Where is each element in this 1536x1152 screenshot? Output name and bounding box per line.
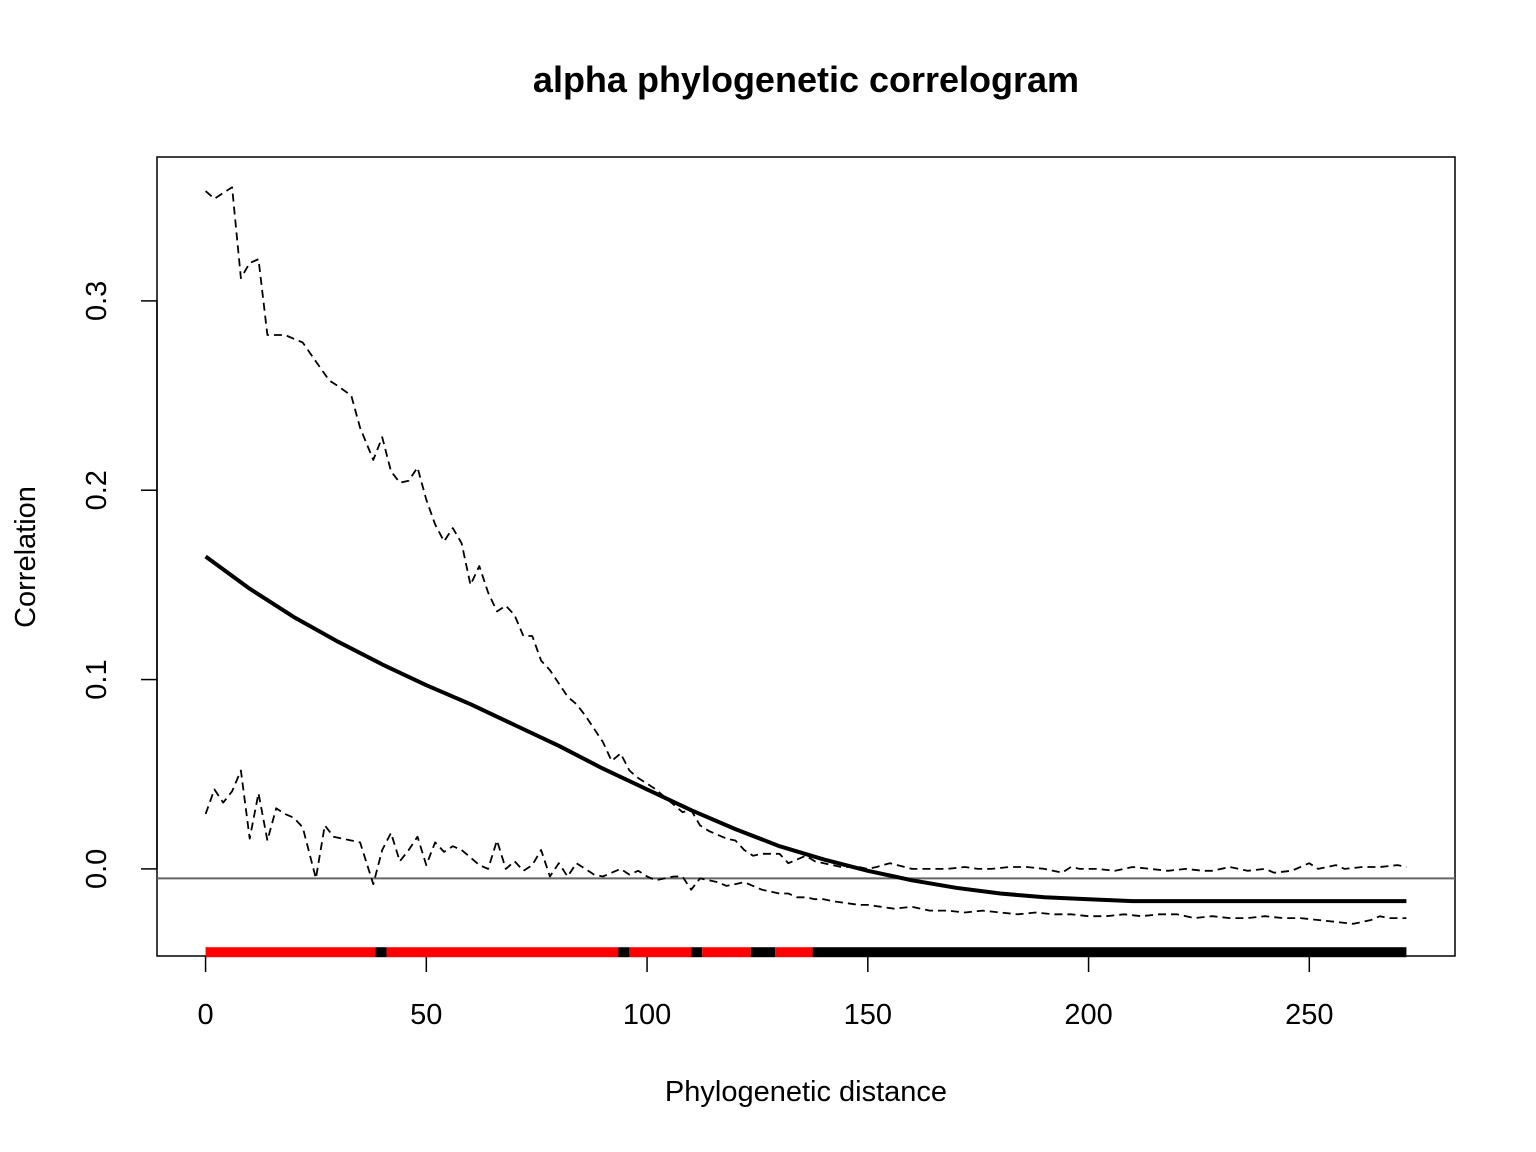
y-axis-label: Correlation bbox=[10, 486, 42, 628]
x-tick-label: 50 bbox=[410, 999, 442, 1031]
upper-confidence-line bbox=[205, 186, 1407, 874]
x-tick-label: 0 bbox=[197, 999, 213, 1031]
significant-segment bbox=[775, 947, 813, 958]
x-tick-label: 250 bbox=[1285, 999, 1333, 1031]
significant-segment bbox=[702, 947, 751, 958]
x-axis-label: Phylogenetic distance bbox=[665, 1076, 947, 1108]
x-tick-label: 200 bbox=[1064, 999, 1112, 1031]
non-significant-segment bbox=[812, 947, 1407, 958]
non-significant-segment bbox=[750, 947, 776, 958]
non-significant-segment bbox=[375, 947, 387, 958]
non-significant-segment bbox=[618, 947, 630, 958]
x-tick-label: 150 bbox=[844, 999, 892, 1031]
significance-bar bbox=[205, 947, 1407, 958]
chart-title: alpha phylogenetic correlogram bbox=[533, 59, 1079, 100]
x-tick-label: 100 bbox=[623, 999, 671, 1031]
series-layer bbox=[204, 186, 1407, 925]
y-tick-label: 0.3 bbox=[81, 281, 113, 321]
y-axis: 0.0 0.1 0.2 0.3 bbox=[81, 281, 158, 889]
y-tick-label: 0.2 bbox=[81, 470, 113, 510]
correlation-line bbox=[204, 554, 1407, 904]
y-tick-label: 0.0 bbox=[81, 849, 113, 889]
y-tick-label: 0.1 bbox=[81, 659, 113, 699]
lower-confidence-line bbox=[204, 769, 1407, 925]
significant-segment bbox=[386, 947, 619, 958]
non-significant-segment bbox=[691, 947, 703, 958]
significant-segment bbox=[205, 947, 376, 958]
significant-segment bbox=[629, 947, 692, 958]
